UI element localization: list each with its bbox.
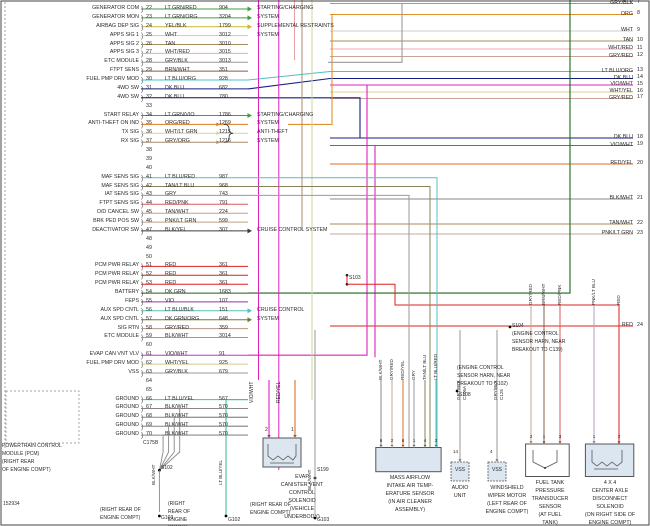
svg-text:): ) bbox=[141, 42, 143, 49]
svg-text:): ) bbox=[141, 264, 143, 271]
svg-text:): ) bbox=[141, 326, 143, 333]
svg-text:): ) bbox=[141, 300, 143, 307]
svg-text:): ) bbox=[141, 317, 143, 324]
svg-text:): ) bbox=[141, 220, 143, 227]
svg-text:): ) bbox=[141, 202, 143, 209]
svg-text:): ) bbox=[141, 353, 143, 360]
svg-text:): ) bbox=[141, 7, 143, 14]
svg-text:): ) bbox=[141, 415, 143, 422]
svg-text:): ) bbox=[141, 16, 143, 23]
svg-text:): ) bbox=[141, 87, 143, 94]
svg-text:): ) bbox=[141, 362, 143, 369]
svg-text:): ) bbox=[141, 291, 143, 298]
svg-text:): ) bbox=[141, 282, 143, 289]
svg-text:): ) bbox=[141, 397, 143, 404]
svg-text:): ) bbox=[141, 424, 143, 431]
svg-text:): ) bbox=[141, 131, 143, 138]
svg-text:): ) bbox=[141, 33, 143, 40]
svg-text:): ) bbox=[141, 406, 143, 413]
svg-text:): ) bbox=[141, 308, 143, 315]
svg-text:): ) bbox=[141, 193, 143, 200]
svg-text:): ) bbox=[141, 229, 143, 236]
svg-text:): ) bbox=[141, 69, 143, 76]
svg-text:): ) bbox=[141, 335, 143, 342]
svg-text:): ) bbox=[141, 95, 143, 102]
svg-text:): ) bbox=[141, 60, 143, 67]
svg-text:): ) bbox=[141, 273, 143, 280]
svg-text:): ) bbox=[141, 122, 143, 129]
svg-text:): ) bbox=[141, 24, 143, 31]
svg-text:): ) bbox=[141, 113, 143, 120]
svg-text:): ) bbox=[141, 51, 143, 58]
svg-text:): ) bbox=[141, 433, 143, 440]
svg-text:): ) bbox=[141, 78, 143, 85]
svg-text:): ) bbox=[141, 175, 143, 182]
svg-text:): ) bbox=[141, 211, 143, 218]
svg-text:): ) bbox=[141, 184, 143, 191]
svg-text:): ) bbox=[141, 140, 143, 147]
svg-text:): ) bbox=[141, 371, 143, 378]
